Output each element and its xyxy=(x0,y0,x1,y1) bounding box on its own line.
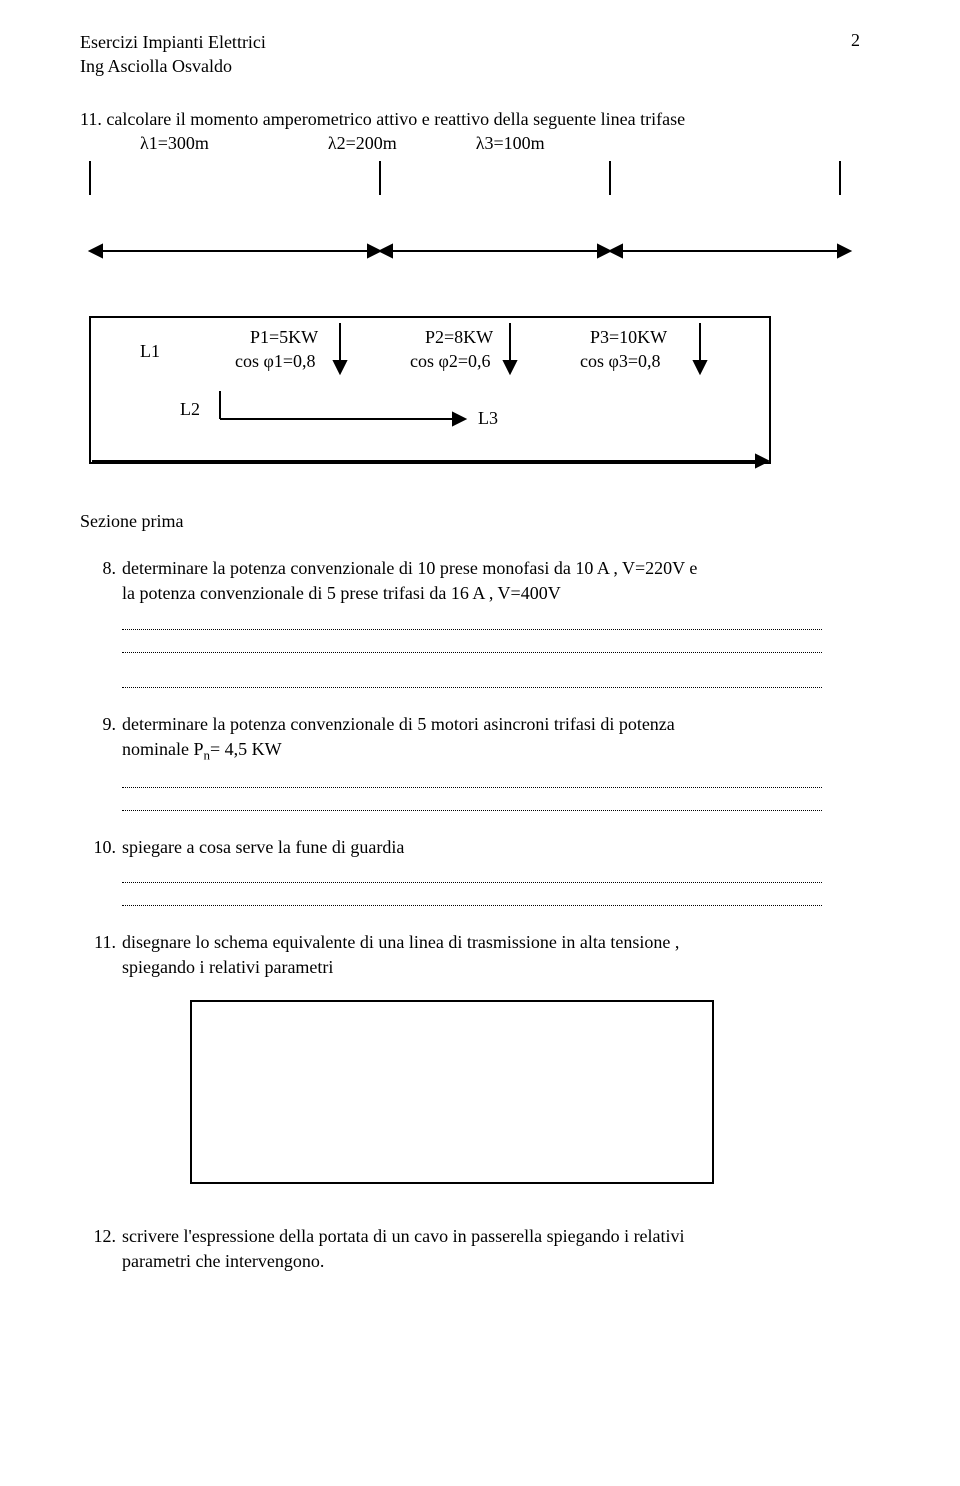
L2-label: L2 xyxy=(180,397,200,421)
ex-number: 11. xyxy=(80,930,122,980)
ex12-line2: parametri che intervengono. xyxy=(122,1249,880,1274)
p3-power: P3=10KW xyxy=(590,325,667,349)
ex-number: 10. xyxy=(80,835,122,860)
header-line1: Esercizi Impianti Elettrici xyxy=(80,30,880,54)
load-diagram: L1 P1=5KW cos φ1=0,8 P2=8KW cos φ2=0,6 P… xyxy=(80,311,880,471)
lambda3: λ3=100m xyxy=(476,133,545,153)
answer-box xyxy=(190,1000,714,1184)
answer-line xyxy=(122,652,822,653)
answer-line xyxy=(122,687,822,688)
lambda2: λ2=200m xyxy=(328,133,397,153)
exercise-9: 9. determinare la potenza convenzionale … xyxy=(80,712,880,765)
ex-number: 11. xyxy=(80,109,102,129)
exercise-10: 10. spiegare a cosa serve la fune di gua… xyxy=(80,835,880,860)
exercise-11: 11. disegnare lo schema equivalente di u… xyxy=(80,930,880,980)
ex-number: 8. xyxy=(80,556,122,606)
ex8-line2: la potenza convenzionale di 5 prese trif… xyxy=(122,581,880,606)
trifase-diagram-top xyxy=(80,161,880,281)
ex8-line1: determinare la potenza convenzionale di … xyxy=(122,556,880,581)
ex9-line1: determinare la potenza convenzionale di … xyxy=(122,712,880,737)
L1-label: L1 xyxy=(140,339,160,363)
ex10-text: spiegare a cosa serve la fune di guardia xyxy=(122,835,880,860)
p3-cos: cos φ3=0,8 xyxy=(580,349,661,373)
answer-line xyxy=(122,787,822,788)
exercise-8: 8. determinare la potenza convenzionale … xyxy=(80,556,880,606)
header-title: Esercizi Impianti Elettrici Ing Asciolla… xyxy=(80,30,880,79)
section-title: Sezione prima xyxy=(80,511,880,532)
ex-number: 12. xyxy=(80,1224,122,1274)
header-line2: Ing Asciolla Osvaldo xyxy=(80,54,880,78)
p2-power: P2=8KW xyxy=(425,325,493,349)
p1-cos: cos φ1=0,8 xyxy=(235,349,316,373)
ex11-line1: disegnare lo schema equivalente di una l… xyxy=(122,930,880,955)
answer-line xyxy=(122,882,822,883)
answer-line xyxy=(122,905,822,906)
p2-cos: cos φ2=0,6 xyxy=(410,349,491,373)
ex9-line2: nominale Pn= 4,5 KW xyxy=(122,737,880,765)
ex-number: 9. xyxy=(80,712,122,765)
ex12-line1: scrivere l'espressione della portata di … xyxy=(122,1224,880,1249)
exercise-12: 12. scrivere l'espressione della portata… xyxy=(80,1224,880,1274)
exercise-11-top: 11. calcolare il momento amperometrico a… xyxy=(80,107,880,156)
lambda1: λ1=300m xyxy=(140,133,209,153)
ex11-line2: spiegando i relativi parametri xyxy=(122,955,880,980)
p1-power: P1=5KW xyxy=(250,325,318,349)
answer-line xyxy=(122,629,822,630)
answer-line xyxy=(122,810,822,811)
L3-label: L3 xyxy=(478,406,498,430)
page-number: 2 xyxy=(851,30,860,51)
ex-text: calcolare il momento amperometrico attiv… xyxy=(106,109,685,129)
